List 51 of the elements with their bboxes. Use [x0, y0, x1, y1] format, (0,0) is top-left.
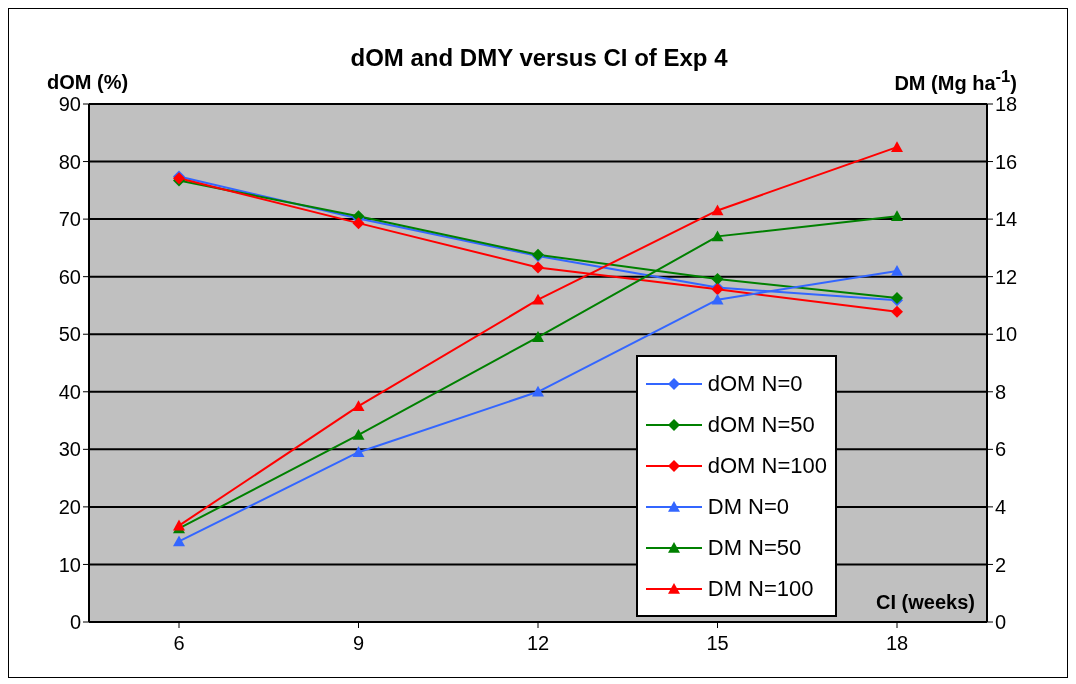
legend-label: dOM N=50 — [707, 411, 815, 438]
y-tick-label: 90 — [58, 93, 81, 116]
y2-tick-label: 18 — [995, 93, 1018, 116]
y-tick-label: 50 — [58, 323, 81, 346]
point — [532, 261, 544, 274]
point — [173, 535, 185, 547]
y-tick-label: 80 — [58, 150, 81, 173]
legend-label: DM N=50 — [707, 534, 802, 561]
point — [711, 204, 724, 216]
y-axis-title: dOM (%) — [47, 71, 129, 94]
y2-tick-label: 4 — [995, 495, 1007, 518]
chart-title: dOM and DMY versus CI of Exp 4 — [350, 44, 728, 71]
x-tick-label: 9 — [352, 632, 365, 655]
y2-tick-label: 8 — [995, 380, 1007, 403]
y-tick-label: 70 — [58, 208, 81, 231]
y-tick-label: 60 — [58, 265, 81, 288]
y-tick-label: 30 — [58, 438, 81, 461]
x-tick-label: 6 — [173, 632, 185, 655]
y-tick-label: 0 — [69, 611, 81, 634]
legend-label: DM N=100 — [707, 575, 814, 602]
point — [352, 428, 365, 440]
point — [532, 385, 544, 397]
point — [891, 305, 903, 318]
y2-tick-label: 2 — [995, 553, 1007, 576]
y-tick-label: 10 — [58, 553, 81, 576]
y2-tick-label: 16 — [995, 150, 1018, 173]
y2-tick-label: 14 — [995, 208, 1018, 231]
x-tick-label: 12 — [526, 632, 550, 655]
x-axis-title: CI (weeks) — [876, 591, 975, 614]
x-tick-label: 18 — [885, 632, 909, 655]
y2-tick-label: 0 — [995, 611, 1007, 634]
point — [891, 141, 903, 152]
point — [352, 400, 365, 411]
point — [352, 446, 365, 458]
point — [352, 217, 365, 230]
point — [711, 272, 724, 285]
point — [532, 331, 544, 342]
x-tick-label: 15 — [706, 632, 729, 655]
point — [891, 264, 903, 276]
legend-label: dOM N=100 — [707, 452, 827, 479]
y2-tick-label: 12 — [995, 265, 1018, 288]
legend-label: DM N=0 — [707, 493, 790, 520]
y2-tick-label: 10 — [995, 323, 1018, 346]
y2-axis-title: DM (Mg ha$^{-1}$) — [894, 67, 1017, 95]
legend-label: dOM N=0 — [707, 370, 803, 397]
point — [891, 210, 903, 222]
point — [711, 293, 724, 305]
y-tick-label: 40 — [58, 380, 81, 403]
point — [711, 230, 724, 242]
y2-tick-label: 6 — [995, 438, 1007, 461]
y-tick-label: 20 — [58, 495, 81, 518]
